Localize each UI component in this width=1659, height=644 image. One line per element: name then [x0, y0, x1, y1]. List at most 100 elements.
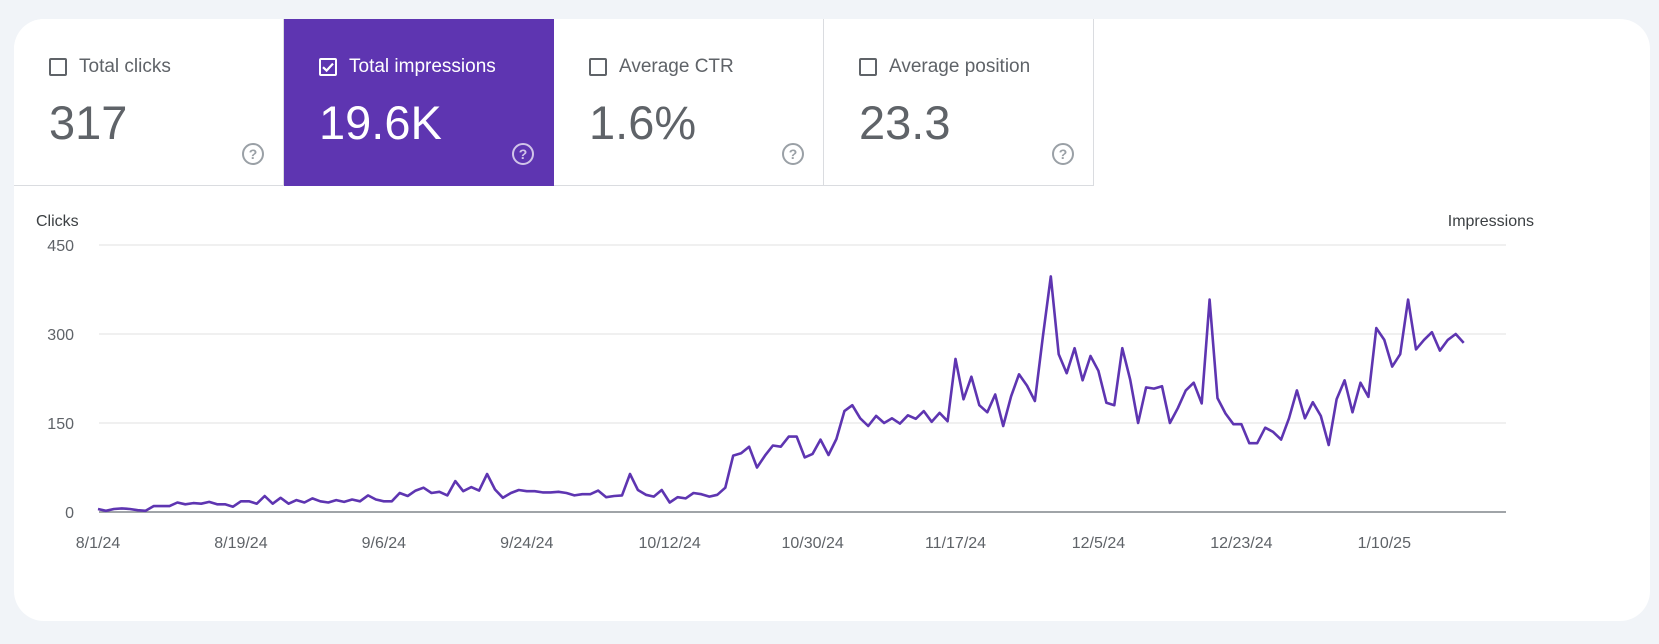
- data-point: [557, 491, 559, 493]
- data-point: [1431, 331, 1433, 333]
- data-point: [311, 497, 313, 499]
- data-point: [1367, 396, 1369, 398]
- data-point: [573, 494, 575, 496]
- metric-average-position[interactable]: Average position 23.3 ?: [824, 19, 1094, 186]
- data-point: [1089, 355, 1091, 357]
- data-point: [1399, 353, 1401, 355]
- series-line-impressions: [97, 275, 1465, 513]
- data-point: [264, 495, 266, 497]
- checkbox-icon[interactable]: [589, 58, 607, 76]
- checkbox-icon[interactable]: [49, 58, 67, 76]
- data-point: [168, 505, 170, 507]
- data-point: [113, 508, 115, 510]
- data-point: [938, 412, 940, 414]
- y-tick-label: 450: [47, 238, 74, 255]
- data-point: [653, 495, 655, 497]
- data-point: [1105, 402, 1107, 404]
- data-point: [1463, 342, 1465, 344]
- data-point: [137, 509, 139, 511]
- performance-card: Total clicks 317 ? Total impressions 19.…: [14, 19, 1650, 621]
- data-point: [1121, 347, 1123, 349]
- data-point: [375, 498, 377, 500]
- data-point: [129, 508, 131, 510]
- metric-value: 317: [49, 96, 128, 149]
- data-point: [764, 454, 766, 456]
- checkbox-checked-icon[interactable]: [319, 58, 337, 76]
- data-point: [1169, 422, 1171, 424]
- data-point: [526, 490, 528, 492]
- data-point: [248, 500, 250, 502]
- x-tick-label: 8/19/24: [214, 535, 267, 552]
- data-point: [1201, 402, 1203, 404]
- data-point: [796, 435, 798, 437]
- data-point: [645, 494, 647, 496]
- data-point: [1232, 423, 1234, 425]
- metric-label: Average position: [889, 56, 1031, 77]
- data-point: [1320, 415, 1322, 417]
- data-point: [407, 495, 409, 497]
- data-point: [923, 410, 925, 412]
- data-point: [256, 503, 258, 505]
- y-tick-label: 0: [65, 505, 74, 522]
- data-point: [1272, 431, 1274, 433]
- help-icon[interactable]: ?: [242, 143, 264, 165]
- data-point: [613, 495, 615, 497]
- data-point: [907, 414, 909, 416]
- x-tick-label: 12/5/24: [1072, 535, 1125, 552]
- data-point: [581, 493, 583, 495]
- data-point: [303, 501, 305, 503]
- metric-value: 19.6K: [319, 96, 442, 149]
- data-point: [597, 489, 599, 491]
- data-point: [414, 489, 416, 491]
- data-point: [184, 503, 186, 505]
- checkbox-icon[interactable]: [859, 58, 877, 76]
- data-point: [359, 500, 361, 502]
- data-point: [1248, 442, 1250, 444]
- data-point: [494, 488, 496, 490]
- y-tick-label: 300: [47, 327, 74, 344]
- data-point: [518, 489, 520, 491]
- data-point: [510, 492, 512, 494]
- data-point: [391, 500, 393, 502]
- data-point: [216, 503, 218, 505]
- data-point: [295, 499, 297, 501]
- data-point: [1113, 404, 1115, 406]
- metric-total-clicks[interactable]: Total clicks 317 ?: [14, 19, 284, 186]
- data-point: [1050, 275, 1052, 277]
- data-point: [692, 492, 694, 494]
- x-tick-label: 10/30/24: [781, 535, 843, 552]
- data-point: [883, 422, 885, 424]
- data-point: [700, 493, 702, 495]
- data-point: [335, 499, 337, 501]
- data-point: [1391, 365, 1393, 367]
- data-point: [1383, 339, 1385, 341]
- data-point: [1224, 412, 1226, 414]
- data-point: [1066, 372, 1068, 374]
- data-point: [788, 435, 790, 437]
- data-point: [684, 497, 686, 499]
- data-point: [962, 398, 964, 400]
- data-point: [422, 487, 424, 489]
- data-point: [152, 505, 154, 507]
- data-point: [470, 486, 472, 488]
- data-point: [446, 494, 448, 496]
- data-point: [192, 502, 194, 504]
- data-point: [208, 501, 210, 503]
- help-icon[interactable]: ?: [782, 143, 804, 165]
- data-point: [1455, 333, 1457, 335]
- data-point: [1034, 400, 1036, 402]
- help-icon[interactable]: ?: [512, 143, 534, 165]
- metric-total-impressions[interactable]: Total impressions 19.6K ?: [284, 19, 554, 186]
- data-point: [1177, 407, 1179, 409]
- data-point: [946, 420, 948, 422]
- data-point: [986, 411, 988, 413]
- data-point: [1335, 398, 1337, 400]
- data-point: [121, 507, 123, 509]
- data-point: [1312, 401, 1314, 403]
- metric-average-ctr[interactable]: Average CTR 1.6% ?: [554, 19, 824, 186]
- data-point: [708, 495, 710, 497]
- x-tick-label: 9/6/24: [362, 535, 407, 552]
- help-icon[interactable]: ?: [1052, 143, 1074, 165]
- data-point: [1447, 339, 1449, 341]
- data-point: [1264, 427, 1266, 429]
